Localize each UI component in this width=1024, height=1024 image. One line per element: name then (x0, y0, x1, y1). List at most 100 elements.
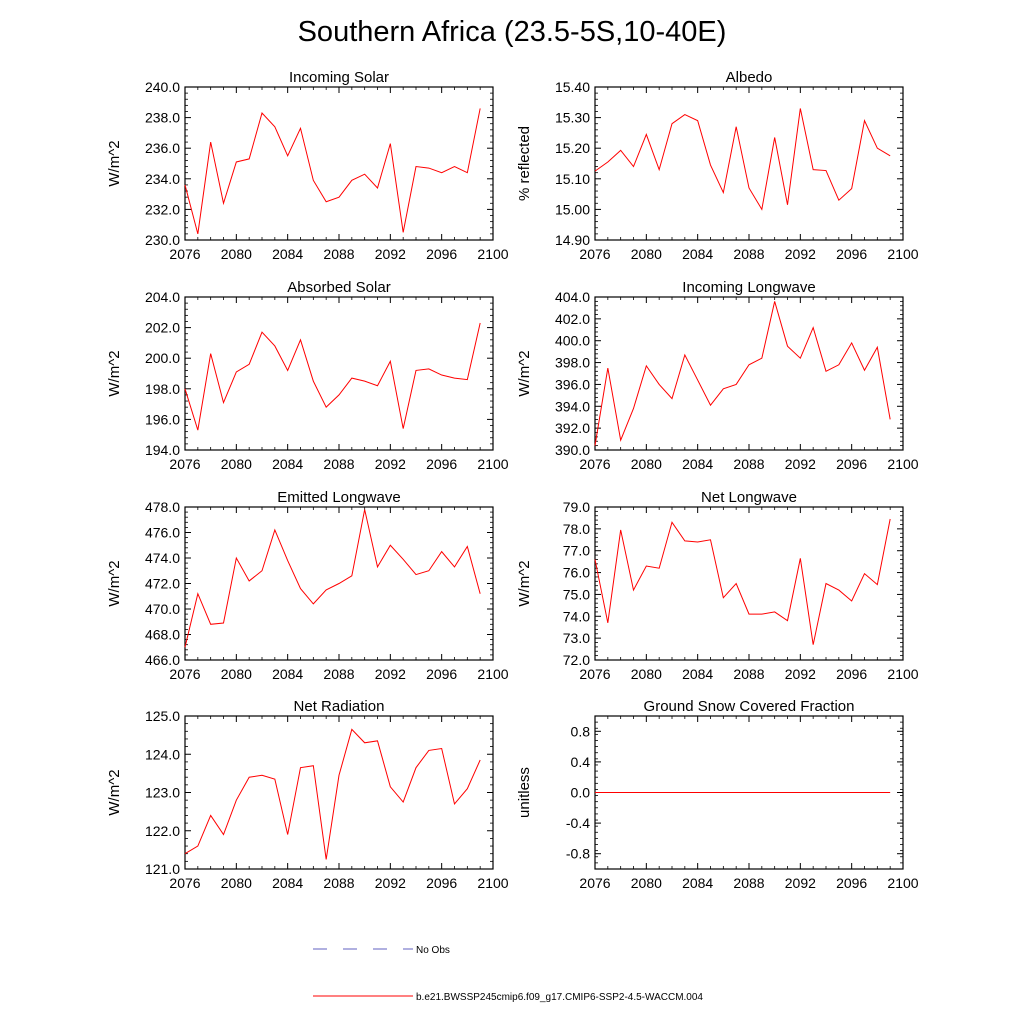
panel-title: Ground Snow Covered Fraction (644, 698, 855, 715)
y-tick-label: 404.0 (555, 289, 590, 305)
series-line-0 (594, 108, 891, 211)
x-tick-label: 2088 (733, 875, 764, 891)
y-tick-label: 15.20 (555, 140, 590, 156)
y-tick-label: 125.0 (145, 708, 180, 724)
y-tick-label: 198.0 (145, 381, 180, 397)
x-tick-label: 2096 (836, 666, 867, 682)
panel-title: Emitted Longwave (277, 489, 400, 506)
x-tick-label: 2080 (221, 456, 252, 472)
y-axis-label: W/m^2 (106, 350, 123, 396)
x-tick-label: 2088 (733, 666, 764, 682)
x-tick-label: 2096 (836, 246, 867, 262)
y-tick-label: 78.0 (563, 521, 590, 537)
x-tick-label: 2084 (272, 456, 303, 472)
x-tick-label: 2076 (169, 666, 200, 682)
panel-incoming-longwave: Incoming Longwave W/m^2 2076 2080 2084 2088 20… (516, 279, 919, 472)
y-tick-label: 474.0 (145, 550, 180, 566)
y-tick-label: 194.0 (145, 442, 180, 458)
chart-panels: Incoming Solar W/m^2 2076 2080 2084 2088 2092 2… (106, 69, 919, 891)
legend-label-no-obs: No Obs (416, 945, 450, 956)
y-tick-label: 122.0 (145, 823, 180, 839)
y-tick-label: 77.0 (563, 543, 590, 559)
x-tick-label: 2092 (375, 875, 406, 891)
x-tick-label: 2084 (272, 666, 303, 682)
x-tick-label: 2080 (221, 666, 252, 682)
x-tick-label: 2076 (579, 456, 610, 472)
x-tick-label: 2100 (887, 666, 918, 682)
x-tick-label: 2092 (375, 456, 406, 472)
y-tick-label: -0.8 (566, 846, 590, 862)
y-tick-label: 234.0 (145, 171, 180, 187)
x-tick-label: 2088 (323, 875, 354, 891)
x-tick-label: 2080 (221, 246, 252, 262)
x-tick-label: 2092 (375, 246, 406, 262)
x-tick-label: 2084 (682, 456, 713, 472)
panel-incoming-solar: Incoming Solar W/m^2 2076 2080 2084 2088 2092 2… (106, 69, 509, 262)
x-tick-label: 2100 (887, 456, 918, 472)
legend: No Obs b.e21.BWSSP245cmip6.f09_g17.CMIP6… (313, 945, 703, 1003)
x-tick-label: 2076 (169, 246, 200, 262)
x-tick-label: 2076 (169, 456, 200, 472)
y-tick-label: 124.0 (145, 746, 180, 762)
x-tick-label: 2092 (785, 246, 816, 262)
x-tick-label: 2100 (477, 666, 508, 682)
panel-emitted-longwave: Emitted Longwave W/m^2 2076 2080 2084 2088 209… (106, 489, 509, 682)
x-tick-label: 2080 (631, 456, 662, 472)
x-tick-label: 2088 (733, 246, 764, 262)
y-tick-label: 238.0 (145, 110, 180, 126)
y-tick-label: 121.0 (145, 861, 180, 877)
x-tick-label: 2088 (323, 666, 354, 682)
y-tick-label: 74.0 (563, 608, 590, 624)
y-axis-label: W/m^2 (516, 350, 533, 396)
y-tick-label: 72.0 (563, 652, 590, 668)
y-axis-label: % reflected (516, 126, 533, 201)
y-axis-label: W/m^2 (516, 560, 533, 606)
y-tick-label: 470.0 (145, 601, 180, 617)
series-line-0 (594, 301, 891, 446)
y-tick-label: 0.8 (571, 723, 591, 739)
x-tick-label: 2092 (785, 875, 816, 891)
y-axis-label: W/m^2 (106, 769, 123, 815)
x-tick-label: 2084 (682, 875, 713, 891)
x-tick-label: 2096 (426, 246, 457, 262)
panel-absorbed-solar: Absorbed Solar W/m^2 2076 2080 2084 2088 2092 2… (106, 279, 509, 472)
y-tick-label: 396.0 (555, 376, 590, 392)
y-tick-label: 123.0 (145, 785, 180, 801)
y-tick-label: 15.00 (555, 201, 590, 217)
y-tick-label: 472.0 (145, 576, 180, 592)
series-line-0 (184, 509, 481, 648)
y-tick-label: 390.0 (555, 442, 590, 458)
plot-frame (594, 506, 904, 661)
panel-title: Absorbed Solar (287, 279, 390, 296)
series-line-0 (184, 322, 481, 431)
x-tick-label: 2076 (169, 875, 200, 891)
series-line-0 (184, 108, 481, 235)
y-axis-label: unitless (516, 767, 533, 818)
y-tick-label: 478.0 (145, 499, 180, 515)
panel-title: Albedo (726, 69, 773, 86)
plot-frame (184, 715, 494, 870)
x-tick-label: 2100 (887, 875, 918, 891)
x-tick-label: 2076 (579, 246, 610, 262)
y-tick-label: 0.4 (571, 754, 591, 770)
x-tick-label: 2100 (887, 246, 918, 262)
x-tick-label: 2096 (426, 666, 457, 682)
x-tick-label: 2088 (323, 456, 354, 472)
x-tick-label: 2096 (836, 875, 867, 891)
panel-title: Incoming Solar (289, 69, 389, 86)
x-tick-label: 2080 (631, 246, 662, 262)
y-tick-label: 14.90 (555, 232, 590, 248)
y-tick-label: 15.40 (555, 79, 590, 95)
y-tick-label: 202.0 (145, 320, 180, 336)
x-tick-label: 2092 (785, 456, 816, 472)
x-tick-label: 2084 (682, 246, 713, 262)
y-tick-label: 73.0 (563, 630, 590, 646)
x-tick-label: 2076 (579, 875, 610, 891)
x-tick-label: 2088 (733, 456, 764, 472)
y-tick-label: 200.0 (145, 350, 180, 366)
y-tick-label: 15.10 (555, 171, 590, 187)
y-axis-label: W/m^2 (106, 140, 123, 186)
y-tick-label: 15.30 (555, 110, 590, 126)
y-tick-label: 75.0 (563, 586, 590, 602)
